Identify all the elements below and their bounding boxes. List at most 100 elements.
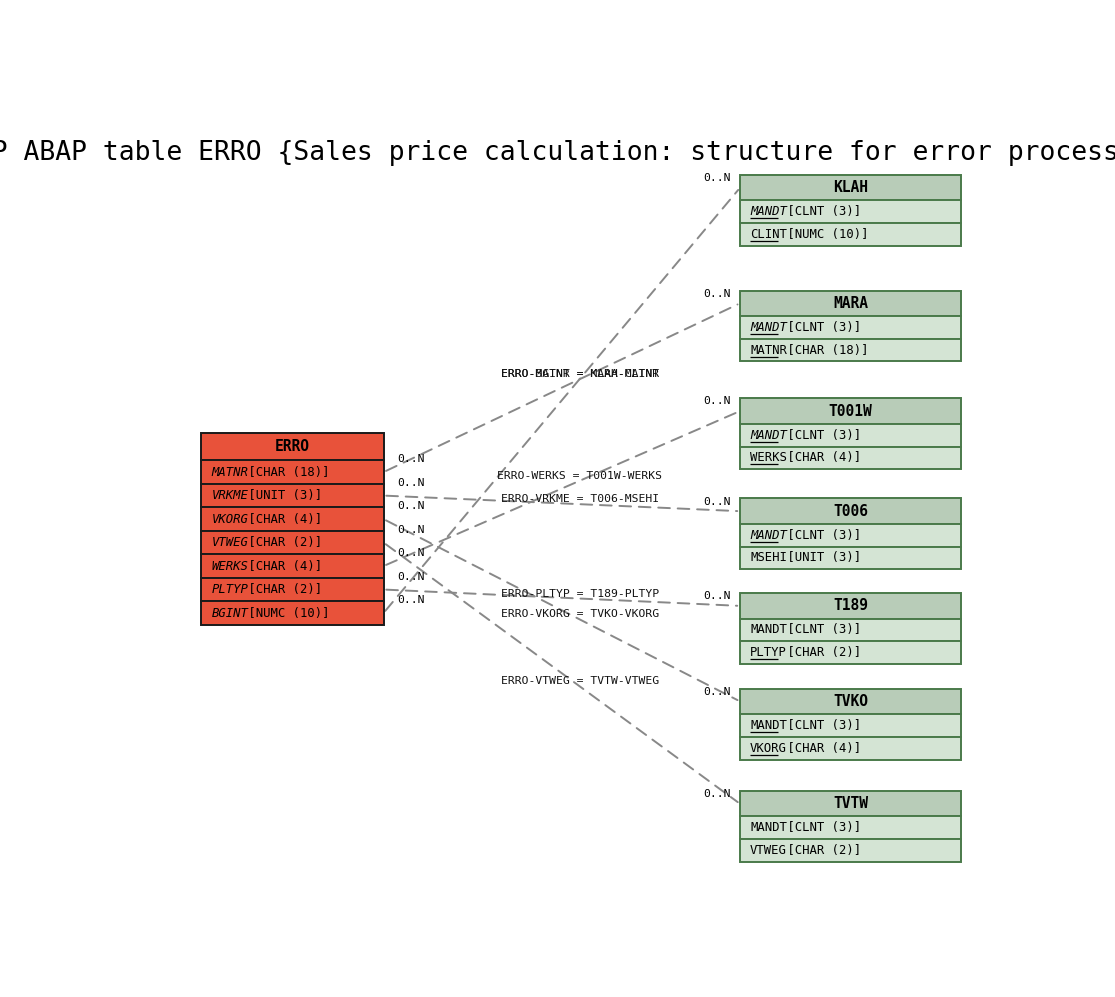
Bar	[740, 737, 961, 760]
Text: ERRO-PLTYP = T189-PLTYP: ERRO-PLTYP = T189-PLTYP	[501, 588, 659, 598]
Bar	[202, 461, 384, 484]
Text: MANDT: MANDT	[750, 205, 787, 218]
Bar	[740, 175, 961, 200]
Bar	[202, 433, 384, 461]
Text: [CHAR (18)]: [CHAR (18)]	[241, 466, 329, 479]
Text: VKORG: VKORG	[750, 742, 787, 755]
Text: VRKME: VRKME	[212, 490, 249, 502]
Text: [UNIT (3)]: [UNIT (3)]	[779, 551, 861, 564]
Text: 0..N: 0..N	[397, 572, 425, 582]
Bar	[740, 618, 961, 641]
Text: [CLNT (3)]: [CLNT (3)]	[779, 822, 861, 834]
Text: [CHAR (18)]: [CHAR (18)]	[779, 344, 867, 357]
Text: [CLNT (3)]: [CLNT (3)]	[779, 528, 861, 541]
Text: ERRO-VKORG = TVKO-VKORG: ERRO-VKORG = TVKO-VKORG	[501, 609, 659, 619]
Bar	[740, 447, 961, 470]
Bar	[740, 523, 961, 546]
Text: MANDT: MANDT	[750, 321, 787, 334]
Bar	[202, 484, 384, 507]
Bar	[202, 530, 384, 554]
Bar	[740, 399, 961, 424]
Bar	[740, 498, 961, 523]
Text: [CLNT (3)]: [CLNT (3)]	[779, 623, 861, 636]
Text: [CHAR (4)]: [CHAR (4)]	[779, 742, 861, 755]
Bar	[740, 200, 961, 223]
Bar	[740, 791, 961, 817]
Text: MARA: MARA	[833, 296, 867, 311]
Text: [CLNT (3)]: [CLNT (3)]	[779, 719, 861, 732]
Text: 0..N: 0..N	[704, 591, 730, 601]
Text: 0..N: 0..N	[704, 397, 730, 407]
Text: [NUMC (10)]: [NUMC (10)]	[241, 606, 329, 619]
Text: MSEHI: MSEHI	[750, 551, 787, 564]
Text: MANDT: MANDT	[750, 623, 787, 636]
Text: SAP ABAP table ERRO {Sales price calculation: structure for error processing}: SAP ABAP table ERRO {Sales price calcula…	[0, 141, 1115, 166]
Bar	[740, 689, 961, 714]
Text: MANDT: MANDT	[750, 528, 787, 541]
Text: [CHAR (2)]: [CHAR (2)]	[241, 583, 322, 596]
Text: 0..N: 0..N	[397, 478, 425, 488]
Text: PLTYP: PLTYP	[750, 646, 787, 659]
Text: 0..N: 0..N	[397, 524, 425, 534]
Text: KLAH: KLAH	[833, 180, 867, 195]
Bar	[740, 839, 961, 862]
Text: ERRO-VTWEG = TVTW-VTWEG: ERRO-VTWEG = TVTW-VTWEG	[501, 676, 659, 686]
Text: ERRO: ERRO	[275, 440, 310, 455]
Text: 0..N: 0..N	[704, 687, 730, 697]
Text: 0..N: 0..N	[704, 173, 730, 183]
Text: [CHAR (2)]: [CHAR (2)]	[779, 646, 861, 659]
Text: [CLNT (3)]: [CLNT (3)]	[779, 205, 861, 218]
Text: MANDT: MANDT	[750, 429, 787, 442]
Text: WERKS: WERKS	[212, 559, 249, 572]
Text: 0..N: 0..N	[397, 501, 425, 511]
Text: WERKS: WERKS	[750, 452, 787, 465]
Bar	[740, 339, 961, 362]
Text: [UNIT (3)]: [UNIT (3)]	[241, 490, 322, 502]
Text: [CHAR (4)]: [CHAR (4)]	[779, 452, 861, 465]
Bar	[740, 290, 961, 316]
Text: [CHAR (2)]: [CHAR (2)]	[779, 844, 861, 857]
Text: PLTYP: PLTYP	[212, 583, 249, 596]
Bar	[202, 554, 384, 578]
Text: [CHAR (4)]: [CHAR (4)]	[241, 559, 322, 572]
Text: 0..N: 0..N	[704, 497, 730, 506]
Text: [CLNT (3)]: [CLNT (3)]	[779, 429, 861, 442]
Text: VTWEG: VTWEG	[212, 536, 249, 549]
Text: VTWEG: VTWEG	[750, 844, 787, 857]
Bar	[740, 546, 961, 569]
Text: VKORG: VKORG	[212, 512, 249, 525]
Bar	[740, 714, 961, 737]
Text: ERRO-BGINT = KLAH-CLINT: ERRO-BGINT = KLAH-CLINT	[501, 369, 659, 379]
Bar	[740, 641, 961, 664]
Bar	[740, 424, 961, 447]
Text: 0..N: 0..N	[704, 289, 730, 299]
Text: MANDT: MANDT	[750, 822, 787, 834]
Text: MATNR: MATNR	[212, 466, 249, 479]
Text: 0..N: 0..N	[397, 595, 425, 605]
Text: TVKO: TVKO	[833, 694, 867, 709]
Bar	[740, 316, 961, 339]
Text: [CHAR (2)]: [CHAR (2)]	[241, 536, 322, 549]
Text: ERRO-WERKS = T001W-WERKS: ERRO-WERKS = T001W-WERKS	[497, 471, 662, 481]
Bar	[202, 578, 384, 601]
Text: MATNR: MATNR	[750, 344, 787, 357]
Bar	[202, 601, 384, 625]
Text: ERRO-VRKME = T006-MSEHI: ERRO-VRKME = T006-MSEHI	[501, 495, 659, 504]
Bar	[740, 593, 961, 618]
Text: [CHAR (4)]: [CHAR (4)]	[241, 512, 322, 525]
Text: T006: T006	[833, 503, 867, 518]
Text: T189: T189	[833, 598, 867, 613]
Text: [NUMC (10)]: [NUMC (10)]	[779, 228, 867, 241]
Bar	[740, 223, 961, 246]
Bar	[202, 507, 384, 530]
Text: TVTW: TVTW	[833, 797, 867, 812]
Text: T001W: T001W	[828, 404, 872, 419]
Text: [CLNT (3)]: [CLNT (3)]	[779, 321, 861, 334]
Text: 0..N: 0..N	[704, 790, 730, 800]
Text: CLINT: CLINT	[750, 228, 787, 241]
Text: ERRO-MATNR = MARA-MATNR: ERRO-MATNR = MARA-MATNR	[501, 369, 659, 379]
Text: BGINT: BGINT	[212, 606, 249, 619]
Text: MANDT: MANDT	[750, 719, 787, 732]
Text: 0..N: 0..N	[397, 548, 425, 558]
Bar	[740, 817, 961, 839]
